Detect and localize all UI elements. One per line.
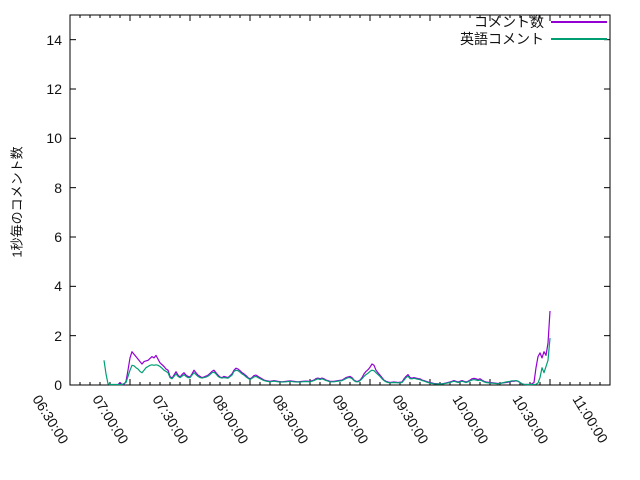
legend-label: コメント数 bbox=[474, 14, 544, 30]
legend-entry: 英語コメント bbox=[460, 31, 607, 47]
plot-border bbox=[69, 14, 611, 386]
legend-line-sample bbox=[551, 38, 607, 40]
legend-entry: コメント数 bbox=[460, 14, 607, 30]
y-tick-label: 14 bbox=[46, 31, 62, 48]
series-line-1 bbox=[103, 338, 551, 386]
y-tick-label: 10 bbox=[46, 130, 62, 147]
y-tick-label: 12 bbox=[46, 81, 62, 97]
y-tick-label: 6 bbox=[54, 229, 62, 245]
y-tick-label: 2 bbox=[54, 327, 62, 344]
y-tick-label: 4 bbox=[54, 278, 62, 295]
series-line-0 bbox=[117, 310, 551, 386]
y-tick-label: 0 bbox=[54, 377, 62, 393]
legend-line-sample bbox=[551, 21, 607, 23]
legend-label: 英語コメント bbox=[460, 31, 544, 47]
legend: コメント数 英語コメント bbox=[460, 14, 607, 47]
y-tick-label: 8 bbox=[54, 179, 62, 196]
